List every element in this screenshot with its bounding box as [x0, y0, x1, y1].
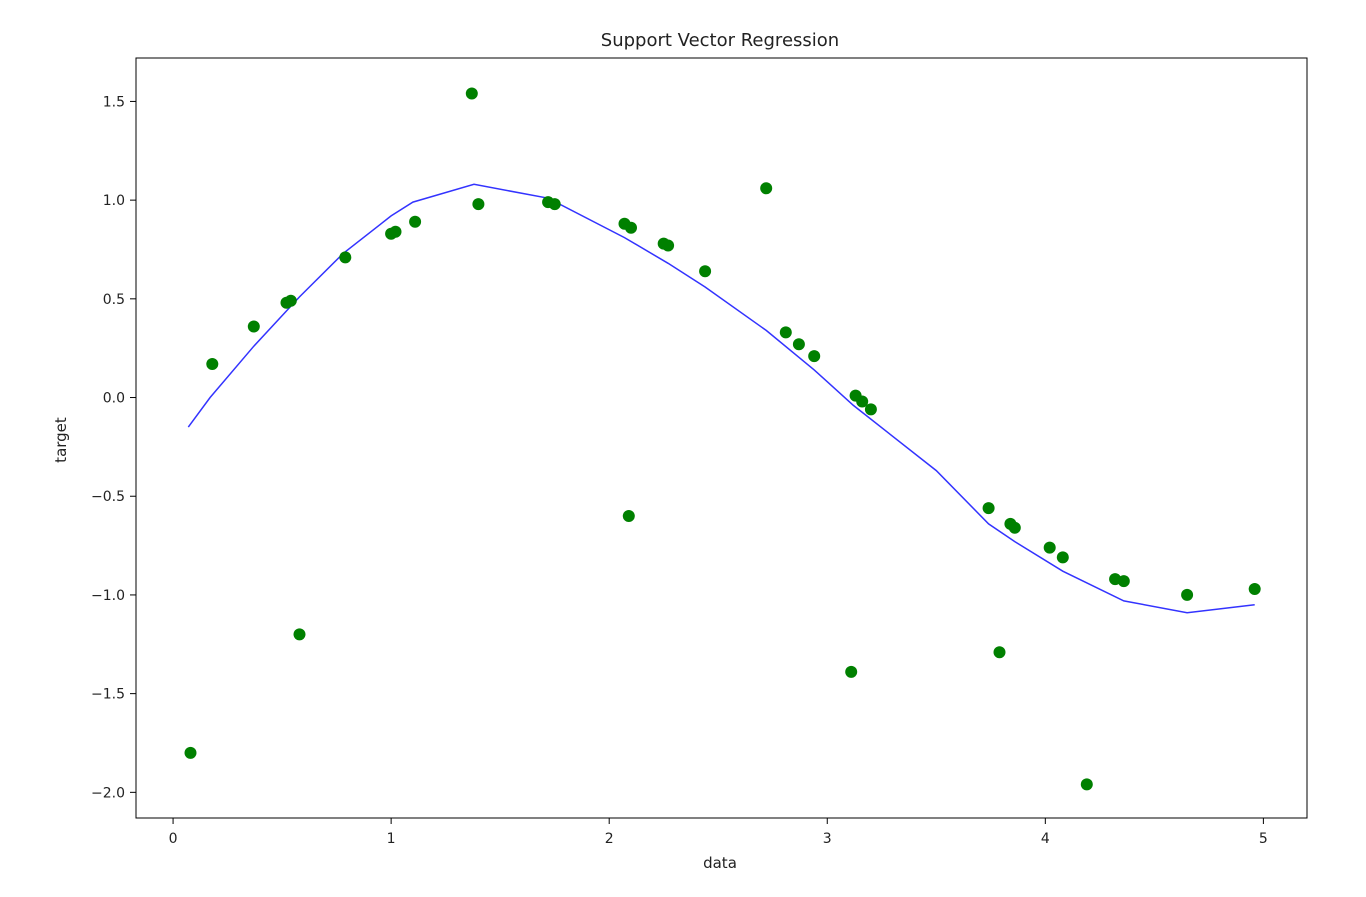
data-point	[339, 251, 352, 264]
data-point	[1080, 778, 1093, 791]
x-axis-ticks: 0 1 2 3 4 5	[169, 818, 1268, 847]
data-point	[548, 198, 561, 211]
data-point	[856, 395, 869, 408]
data-point	[472, 198, 485, 211]
y-tick-label: 0.5	[103, 292, 125, 308]
plot-frame	[135, 57, 1308, 819]
data-point	[465, 87, 478, 100]
data-point	[184, 746, 197, 759]
data-point	[625, 221, 637, 234]
y-tick-label: −2.0	[91, 785, 125, 801]
x-tick-label: 3	[823, 831, 832, 847]
plot-area	[184, 87, 1261, 791]
data-point	[699, 265, 712, 278]
y-tick-label: −0.5	[91, 489, 125, 505]
y-tick-label: 1.5	[103, 94, 125, 110]
data-point	[247, 320, 260, 333]
y-tick-label: −1.5	[91, 687, 125, 703]
x-tick-label: 2	[605, 831, 614, 847]
x-axis-label: data	[703, 854, 737, 872]
x-tick-label: 1	[387, 831, 396, 847]
data-point	[1181, 588, 1194, 601]
data-point	[792, 338, 805, 351]
y-tick-label: 0.0	[103, 391, 125, 407]
y-tick-label: −1.0	[91, 588, 125, 604]
data-point	[1248, 583, 1261, 595]
data-point	[1117, 575, 1130, 588]
data-point	[760, 182, 773, 195]
data-point	[845, 665, 858, 678]
data-point	[293, 628, 306, 641]
y-tick-label: 1.0	[103, 193, 125, 209]
data-point	[993, 646, 1006, 659]
data-point	[622, 510, 635, 522]
y-axis-ticks: −2.0 −1.5 −1.0 −0.5 0.0 0.5 1.0 1.5	[91, 94, 136, 801]
data-point	[284, 294, 297, 307]
x-tick-label: 4	[1041, 831, 1050, 847]
data-point	[779, 326, 792, 339]
data-point	[206, 358, 219, 370]
data-point	[808, 350, 821, 363]
data-point	[389, 225, 402, 238]
x-tick-label: 0	[169, 831, 178, 847]
regression-line	[187, 183, 1255, 614]
data-point	[409, 215, 422, 228]
data-point	[864, 403, 877, 416]
chart-title: Support Vector Regression	[601, 30, 839, 51]
y-axis-label: target	[52, 417, 70, 463]
data-point	[1043, 541, 1056, 554]
data-point	[1008, 521, 1021, 534]
data-point	[1056, 551, 1069, 564]
x-tick-label: 5	[1259, 831, 1268, 847]
data-point	[982, 502, 995, 515]
data-point	[662, 239, 675, 252]
